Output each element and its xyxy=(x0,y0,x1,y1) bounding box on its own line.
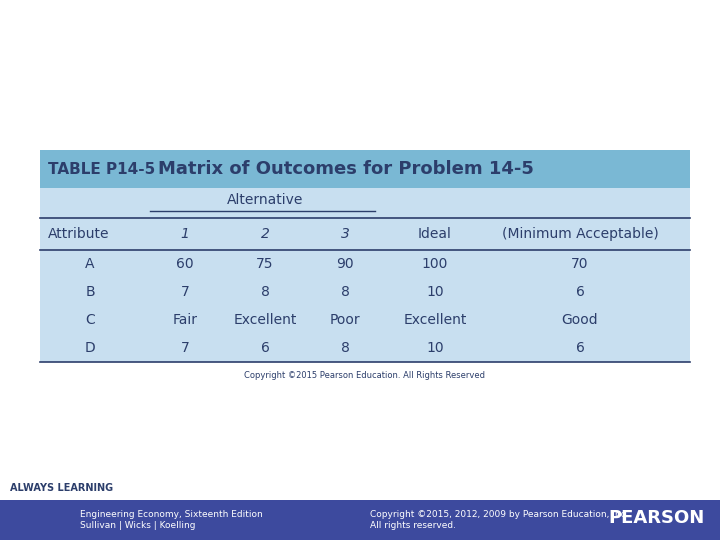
Text: 75: 75 xyxy=(256,257,274,271)
Text: TABLE P14-5: TABLE P14-5 xyxy=(48,161,156,177)
Text: 10: 10 xyxy=(426,341,444,355)
Text: C: C xyxy=(85,313,95,327)
Text: 7: 7 xyxy=(181,341,189,355)
FancyBboxPatch shape xyxy=(40,334,690,362)
Text: 8: 8 xyxy=(341,285,349,299)
Text: 6: 6 xyxy=(575,341,585,355)
FancyBboxPatch shape xyxy=(0,500,720,540)
FancyBboxPatch shape xyxy=(40,188,690,218)
Text: 7: 7 xyxy=(181,285,189,299)
Text: Excellent: Excellent xyxy=(233,313,297,327)
Text: 6: 6 xyxy=(575,285,585,299)
Text: 2: 2 xyxy=(261,227,269,241)
Text: Copyright ©2015 Pearson Education. All Rights Reserved: Copyright ©2015 Pearson Education. All R… xyxy=(245,370,485,380)
Text: 60: 60 xyxy=(176,257,194,271)
Text: Copyright ©2015, 2012, 2009 by Pearson Education, Inc.
All rights reserved.: Copyright ©2015, 2012, 2009 by Pearson E… xyxy=(370,510,629,530)
Text: (Minimum Acceptable): (Minimum Acceptable) xyxy=(502,227,658,241)
Text: Ideal: Ideal xyxy=(418,227,452,241)
Text: 10: 10 xyxy=(426,285,444,299)
FancyBboxPatch shape xyxy=(40,278,690,306)
Text: Fair: Fair xyxy=(173,313,197,327)
Text: PEARSON: PEARSON xyxy=(608,509,705,527)
Text: 6: 6 xyxy=(261,341,269,355)
Text: Alternative: Alternative xyxy=(227,193,303,207)
FancyBboxPatch shape xyxy=(40,306,690,334)
Text: ALWAYS LEARNING: ALWAYS LEARNING xyxy=(10,483,113,493)
Text: Good: Good xyxy=(562,313,598,327)
Text: 1: 1 xyxy=(181,227,189,241)
Text: 70: 70 xyxy=(571,257,589,271)
Text: A: A xyxy=(85,257,95,271)
Text: Poor: Poor xyxy=(330,313,360,327)
Text: Matrix of Outcomes for Problem 14-5: Matrix of Outcomes for Problem 14-5 xyxy=(158,160,534,178)
Text: Excellent: Excellent xyxy=(403,313,467,327)
FancyBboxPatch shape xyxy=(40,150,690,188)
FancyBboxPatch shape xyxy=(40,250,690,278)
Text: 3: 3 xyxy=(341,227,349,241)
Text: 90: 90 xyxy=(336,257,354,271)
Text: Attribute: Attribute xyxy=(48,227,109,241)
Text: B: B xyxy=(85,285,95,299)
FancyBboxPatch shape xyxy=(40,218,690,250)
Text: D: D xyxy=(85,341,95,355)
Text: Engineering Economy, Sixteenth Edition
Sullivan | Wicks | Koelling: Engineering Economy, Sixteenth Edition S… xyxy=(80,510,263,530)
Text: 8: 8 xyxy=(341,341,349,355)
Text: 8: 8 xyxy=(261,285,269,299)
Text: 100: 100 xyxy=(422,257,448,271)
